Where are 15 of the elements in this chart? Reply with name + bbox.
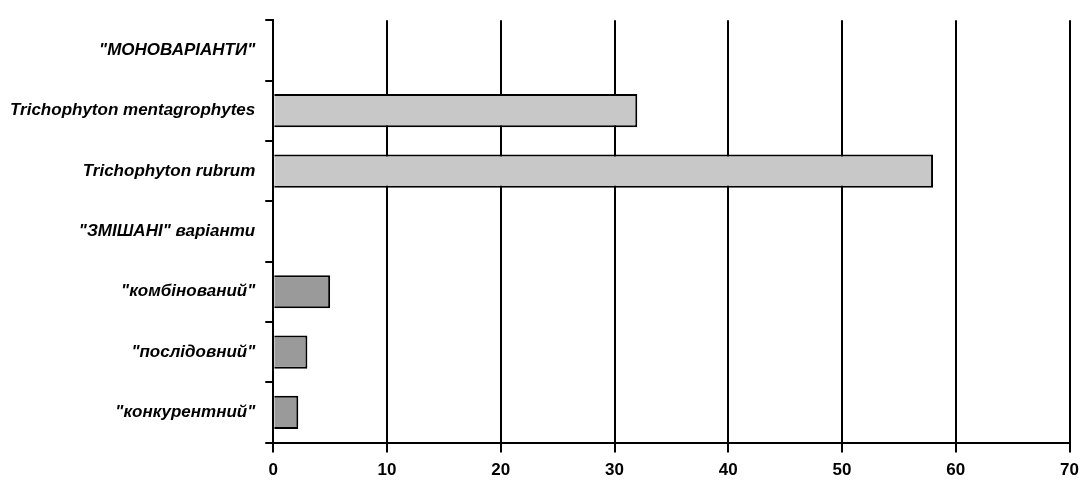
y-tick-label: "комбінований" — [121, 281, 257, 301]
y-tick-label: "ЗМІШАНІ" варіанти — [78, 221, 256, 241]
x-tick-label: 60 — [946, 460, 966, 480]
x-tick-label: 10 — [377, 460, 397, 480]
y-tick-label: Trichophyton rubrum — [82, 160, 256, 180]
x-tick-label: 30 — [605, 460, 624, 480]
y-tick-label: "послідовний" — [131, 341, 257, 361]
x-tick-label: 20 — [491, 460, 511, 480]
x-tick-label: 70 — [1060, 460, 1080, 480]
x-tick-label: 50 — [832, 460, 852, 480]
y-tick-label: Trichophyton mentagrophytes — [10, 100, 256, 120]
x-tick-label: 0 — [268, 460, 278, 480]
y-tick-label: "конкурентний" — [115, 402, 257, 422]
y-tick-label: "МОНОВАРІАНТИ" — [99, 40, 257, 60]
x-tick-label: 40 — [718, 460, 738, 480]
